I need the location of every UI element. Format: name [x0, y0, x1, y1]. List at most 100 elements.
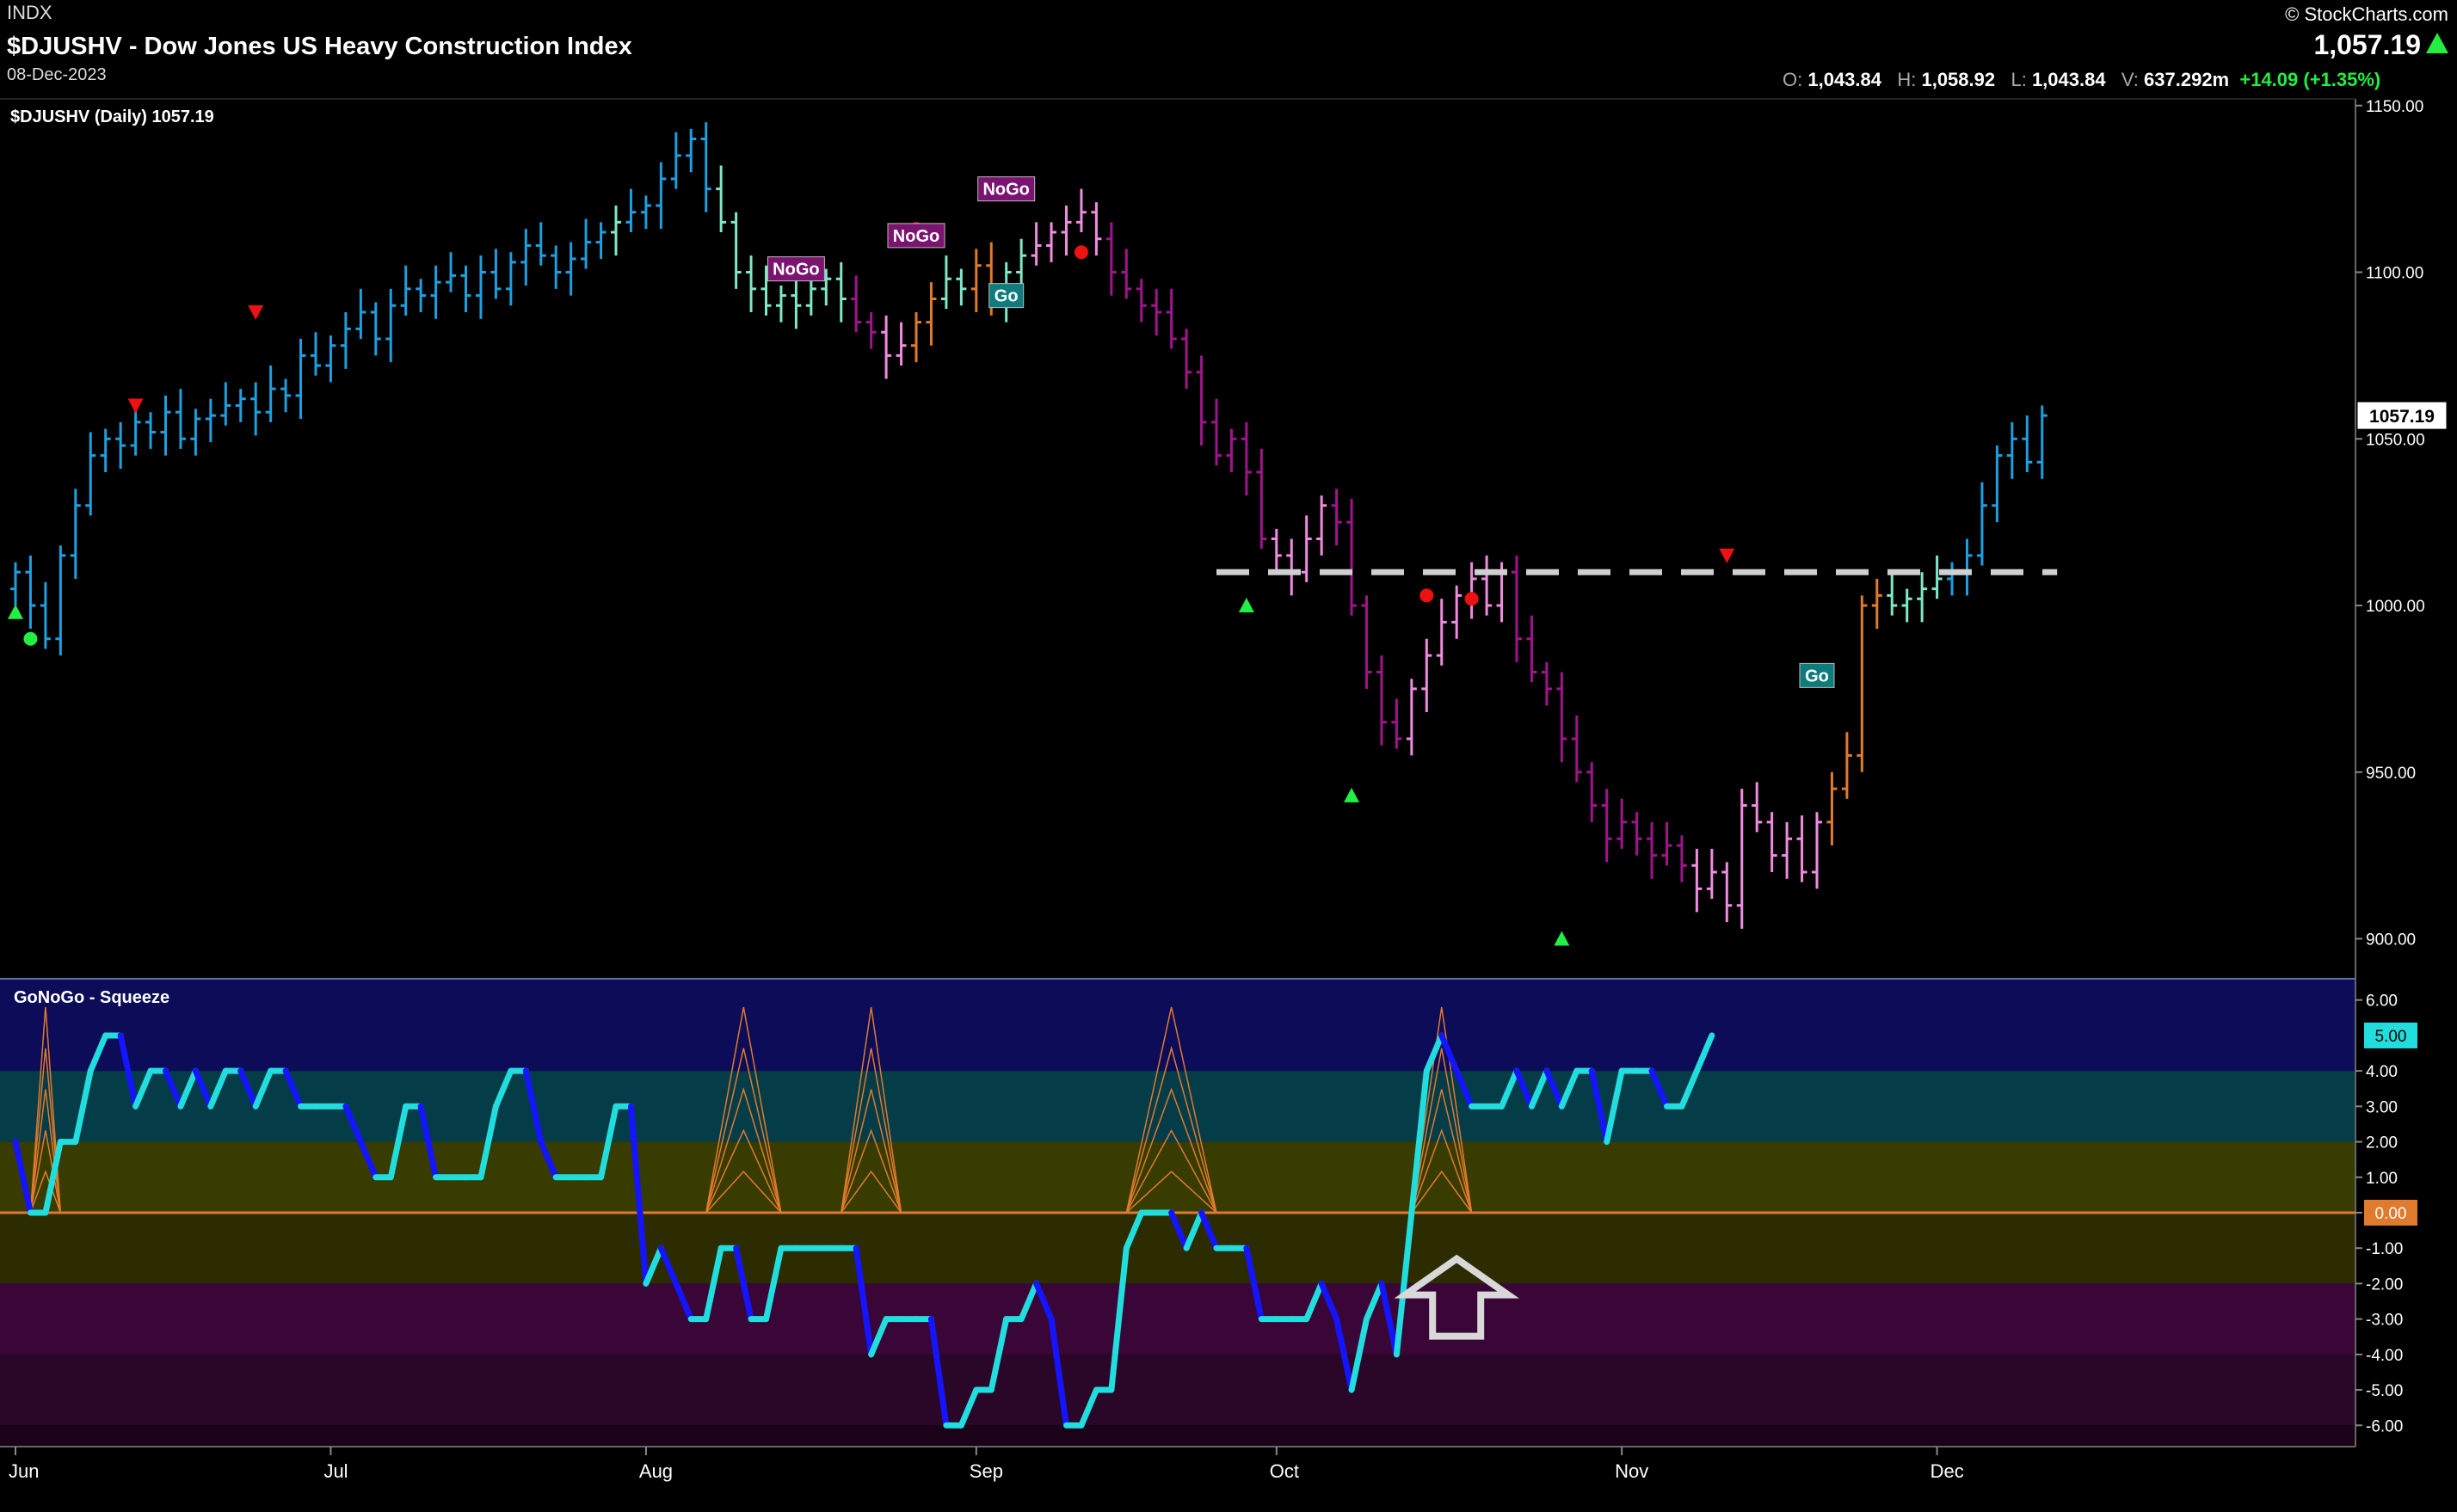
- squeeze-outline: [705, 1087, 782, 1214]
- signal-label: NoGo: [982, 181, 1029, 200]
- go-triangle-icon: [1238, 598, 1254, 612]
- change-value: +14.09 (+1.35%): [2239, 69, 2381, 90]
- oscillator-segment: [1604, 1067, 1625, 1146]
- oscillator-segment: [1588, 1067, 1610, 1146]
- oscillator-segment: [1243, 1245, 1265, 1323]
- squeeze-outline: [841, 1006, 902, 1214]
- last-price: 1,057.19: [2313, 29, 2421, 60]
- x-tick-label: Nov: [1615, 1460, 1648, 1482]
- oscillator-segment: [673, 1280, 694, 1323]
- oscillator-segment: [1513, 1067, 1535, 1109]
- oscillator-segment: [763, 1245, 785, 1323]
- go-triangle-icon: [1554, 931, 1570, 946]
- oscillator-legend: GoNoGo - Squeeze: [14, 988, 169, 1007]
- oscillator-segment: [252, 1067, 274, 1109]
- price-tick-label: 1100.00: [2366, 265, 2423, 283]
- x-tick-label: Sep: [970, 1460, 1003, 1482]
- oscillator-segment: [988, 1316, 1010, 1393]
- oscillator-band: [0, 1425, 2355, 1447]
- price-up-icon: [2426, 33, 2448, 53]
- high-value: 1,058.92: [1921, 69, 1996, 90]
- price-tick-label: 950.00: [2366, 765, 2416, 783]
- high-label: H:: [1897, 69, 1917, 90]
- osc-badge: 5.00: [2375, 1028, 2407, 1046]
- oscillator-segment: [643, 1245, 664, 1287]
- osc-tick-label: -3.00: [2366, 1312, 2403, 1330]
- x-tick-label: Jul: [323, 1460, 348, 1482]
- squeeze-outline: [29, 1130, 62, 1214]
- squeeze-outline: [841, 1128, 902, 1214]
- osc-tick-label: -1.00: [2366, 1240, 2403, 1258]
- squeeze-outline: [705, 1006, 782, 1214]
- oscillator-segment: [477, 1103, 499, 1181]
- oscillator-segment: [237, 1067, 259, 1109]
- oscillator-segment: [1648, 1067, 1670, 1109]
- oscillator-band: [0, 979, 2355, 1072]
- nogo-triangle-icon: [1719, 548, 1735, 563]
- oscillator-segment: [72, 1067, 94, 1146]
- nogo-triangle-icon: [248, 305, 264, 320]
- oscillator-segment: [1423, 1032, 1445, 1074]
- countertrend-dot-icon: [1074, 245, 1088, 260]
- oscillator-segment: [1333, 1316, 1355, 1393]
- oscillator-segment: [132, 1067, 154, 1109]
- price-tick-label: 1050.00: [2366, 431, 2425, 449]
- countertrend-dot-icon: [23, 631, 38, 646]
- osc-tick-label: 1.00: [2366, 1170, 2398, 1188]
- oscillator-segment: [868, 1316, 890, 1358]
- price-bars: [10, 122, 2048, 929]
- oscillator-segment: [357, 1139, 379, 1181]
- oscillator-segment: [1183, 1209, 1205, 1251]
- osc-tick-label: -6.00: [2366, 1417, 2403, 1435]
- osc-tick-label: 6.00: [2366, 993, 2398, 1011]
- squeeze-outline: [1125, 1045, 1217, 1214]
- x-tick-label: Dec: [1931, 1460, 1964, 1482]
- go-triangle-icon: [8, 604, 23, 619]
- oscillator-segment: [657, 1245, 680, 1287]
- exchange-label: INDX: [7, 2, 52, 23]
- oscillator-band: [0, 1283, 2355, 1355]
- oscillator-segment: [492, 1067, 514, 1109]
- oscillator-segment: [282, 1067, 305, 1109]
- signal-label: NoGo: [893, 227, 939, 246]
- oscillator-segment: [1108, 1245, 1130, 1393]
- squeeze-outline: [29, 1170, 62, 1214]
- price-badge-box: [2356, 401, 2448, 430]
- zero-badge-box: [2364, 1200, 2417, 1226]
- oscillator-segment: [1303, 1280, 1325, 1323]
- squeeze-outline: [841, 1048, 902, 1214]
- oscillator-segment: [1123, 1209, 1145, 1251]
- squeeze-outline: [1125, 1087, 1217, 1214]
- oscillator-segment: [87, 1032, 109, 1074]
- oscillator-segment: [163, 1067, 184, 1109]
- osc-tick-label: -4.00: [2366, 1347, 2403, 1365]
- signal-label: Go: [1805, 667, 1829, 685]
- squeeze-outline: [29, 1006, 62, 1214]
- signal-label-box: [887, 223, 945, 249]
- oscillator-segment: [703, 1245, 724, 1323]
- oscillator-segment: [387, 1103, 410, 1181]
- squeeze-outline: [1411, 1048, 1473, 1214]
- oscillator-segment: [117, 1032, 139, 1109]
- osc-tick-label: -5.00: [2366, 1382, 2403, 1400]
- oscillator-segment: [1678, 1067, 1700, 1109]
- squeeze-outline: [1125, 1128, 1217, 1214]
- axes: 900.00 950.00 1000.00 1050.00 1100.00 1150.00…: [9, 98, 2448, 1482]
- open-label: O:: [1783, 69, 1803, 90]
- oscillator-segment: [1543, 1067, 1565, 1109]
- volume-label: V:: [2121, 69, 2139, 90]
- price-legend: $DJUSHV (Daily) 1057.19: [10, 108, 214, 126]
- stockcharts-logo[interactable]: © StockCharts.com: [2285, 3, 2448, 25]
- osc-tick-label: 4.00: [2366, 1063, 2398, 1081]
- oscillator-segment: [1348, 1316, 1370, 1393]
- oscillator-segment: [1528, 1067, 1550, 1109]
- osc-tick-label: 3.00: [2366, 1098, 2398, 1116]
- oscillator-segment: [1453, 1067, 1475, 1109]
- oscillator-segment: [42, 1139, 64, 1216]
- oscillator-segment: [1378, 1280, 1400, 1358]
- zero-badge: 0.00: [2375, 1205, 2407, 1223]
- squeeze-outline: [1125, 1171, 1217, 1214]
- squeeze-fill: [0, 1006, 2355, 1214]
- oscillator-segment: [1499, 1067, 1520, 1109]
